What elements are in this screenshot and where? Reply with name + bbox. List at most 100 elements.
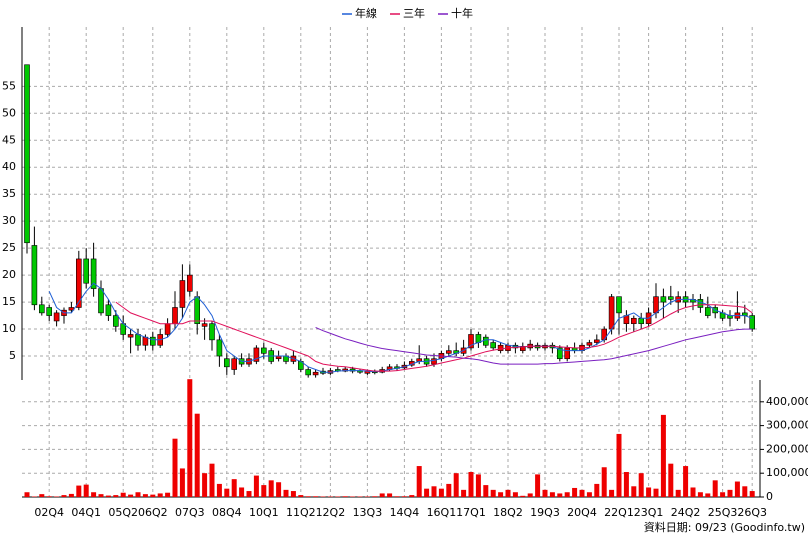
volume-bar (76, 485, 82, 497)
candle-body (445, 350, 452, 354)
y-tick-label: 45 (2, 133, 16, 146)
volume-bar (142, 494, 148, 497)
volume-bar (409, 495, 415, 497)
volume-bar (261, 485, 267, 497)
volume-bar (372, 496, 378, 497)
legend-label: 十年 (451, 6, 473, 20)
candle-body (38, 304, 45, 314)
x-tick-label: 06Q2 (138, 506, 168, 519)
volume-bar (631, 486, 637, 497)
volume-bar (461, 489, 467, 497)
x-tick-label: 12Q2 (316, 506, 346, 519)
y2-tick-label: 400,000 (766, 395, 808, 408)
y-tick-label: 25 (2, 241, 16, 254)
candle-body (83, 258, 89, 284)
volume-bar (646, 487, 652, 497)
candle-body (76, 258, 82, 308)
volume-bar (653, 488, 659, 497)
volume-bar (734, 481, 740, 497)
volume-bar (313, 496, 319, 497)
candle-body (349, 368, 356, 372)
candle-body (519, 346, 526, 351)
volume-bar (505, 489, 511, 497)
x-tick-label: 19Q3 (530, 506, 560, 519)
volume-bar (520, 495, 526, 497)
volume-bar (594, 483, 600, 497)
volume-bar (586, 492, 592, 497)
x-tick-label: 11Q2 (286, 506, 316, 519)
x-tick-label: 26Q3 (737, 506, 767, 519)
x-tick-label: 24Q2 (671, 506, 701, 519)
candle-body (164, 323, 171, 335)
x-tick-label: 20Q4 (567, 506, 597, 519)
volume-bar (305, 496, 311, 497)
y2-tick-label: 200,000 (766, 442, 808, 455)
y-tick-label: 20 (2, 268, 16, 281)
y2-tick-label: 300,000 (766, 419, 808, 432)
volume-bar (83, 484, 89, 497)
candle-body (260, 347, 267, 354)
y-tick-label: 5 (9, 349, 16, 362)
volume-bar (675, 489, 681, 497)
candle-body (564, 347, 571, 360)
volume-bar (668, 463, 674, 497)
x-tick-label: 08Q4 (212, 506, 242, 519)
volume-bar (172, 438, 178, 497)
volume-bar (542, 489, 548, 497)
volume-bar (572, 487, 578, 497)
volume-bar (24, 492, 30, 497)
candle-body (616, 296, 622, 314)
volume-bar (623, 472, 629, 497)
candle-body (179, 280, 186, 308)
candle-body (194, 296, 200, 324)
candle-body (660, 296, 667, 303)
volume-bar (187, 379, 193, 497)
volume-bar (39, 494, 45, 497)
volume-bar (290, 491, 296, 497)
candle-body (667, 296, 674, 300)
volume-bar (697, 492, 703, 497)
candle-body (142, 336, 149, 346)
volume-bar (720, 492, 726, 497)
volume-bar (246, 491, 252, 497)
candle-body (704, 307, 711, 316)
volume-bar (68, 493, 74, 497)
volume-bar (91, 492, 97, 497)
candle-body (638, 317, 645, 324)
volume-bar (157, 493, 163, 497)
volume-bar (179, 468, 185, 497)
candle-body (601, 328, 608, 341)
y-tick-label: 15 (2, 295, 16, 308)
volume-bar (601, 467, 607, 497)
candle-body (127, 334, 134, 338)
volume-bar (216, 483, 222, 497)
volume-bar (498, 492, 504, 497)
volume-bar (268, 480, 274, 497)
volume-bar (512, 492, 518, 497)
candle-body (90, 258, 97, 289)
volume-bar (253, 475, 259, 497)
x-tick-label: 18Q2 (493, 506, 523, 519)
ma-line (315, 326, 753, 365)
volume-bar (120, 492, 126, 497)
volume-bar (705, 493, 711, 497)
candle-body (431, 358, 437, 365)
volume-bar (490, 489, 496, 497)
volume-bar (438, 488, 444, 497)
volume-bar (616, 433, 622, 497)
candle-body (490, 342, 497, 349)
volume-bar (638, 473, 644, 497)
x-tick-label: 17Q1 (456, 506, 486, 519)
x-tick-label: 02Q4 (34, 506, 64, 519)
candle-body (53, 312, 60, 322)
volume-bar (727, 489, 733, 497)
candle-body (24, 64, 30, 244)
y-tick-label: 40 (2, 160, 16, 173)
volume-bar (283, 489, 289, 497)
x-tick-label: 14Q4 (390, 506, 420, 519)
candle-body (150, 336, 156, 346)
volume-bar (202, 473, 208, 497)
volume-bar (579, 489, 585, 497)
volume-bar (224, 488, 230, 497)
